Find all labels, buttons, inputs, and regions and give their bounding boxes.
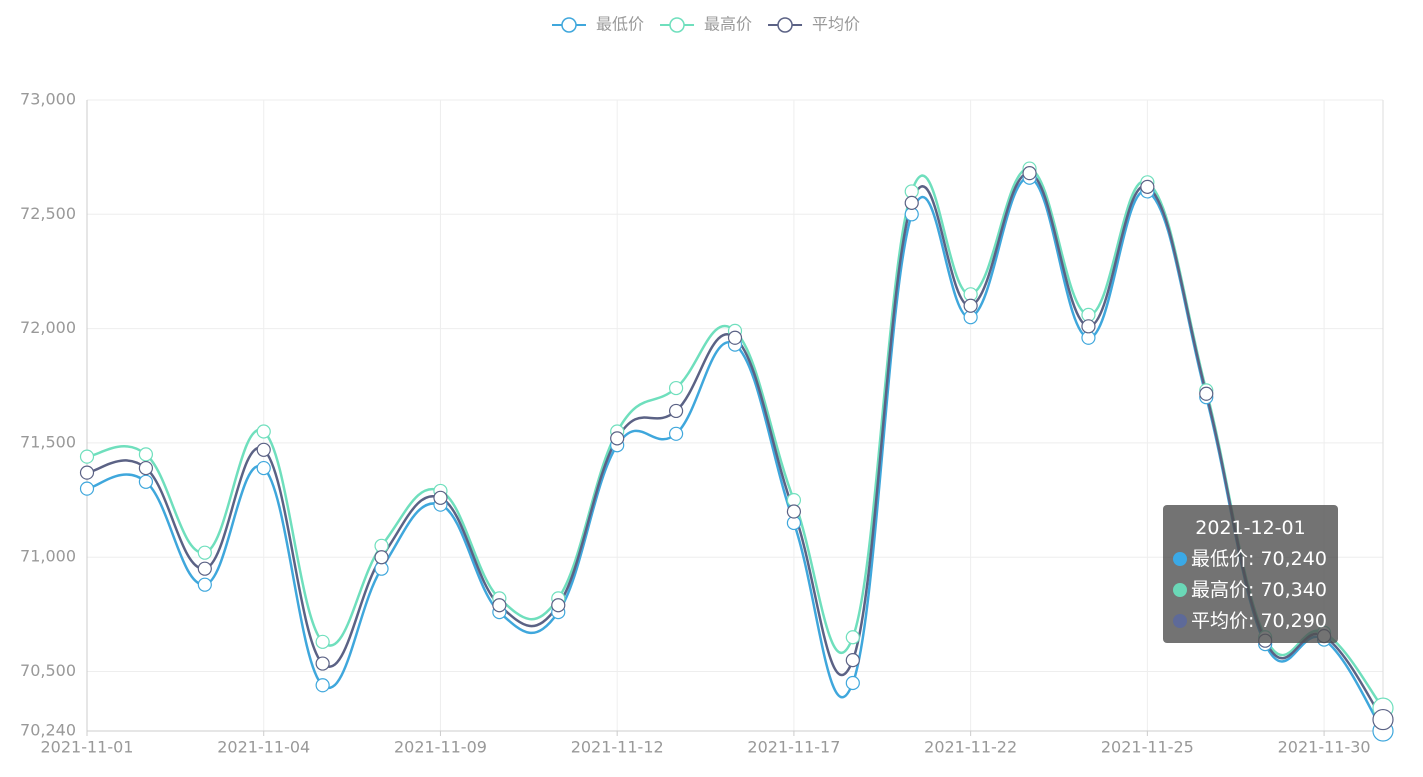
data-point <box>315 656 330 671</box>
data-point <box>845 630 860 645</box>
data-point <box>668 426 684 441</box>
x-tick-label: 2021-11-30 <box>1278 738 1371 757</box>
tooltip-dot <box>1173 614 1187 628</box>
x-tick-label: 2021-11-09 <box>394 738 487 757</box>
y-tick-label: 72,000 <box>20 318 76 337</box>
data-point <box>197 545 212 560</box>
data-point <box>138 460 154 476</box>
data-point <box>197 561 212 576</box>
y-tick-label: 72,500 <box>20 204 76 223</box>
data-point <box>433 490 448 505</box>
x-tick-label: 2021-11-22 <box>924 738 1017 757</box>
data-point <box>1140 179 1155 194</box>
data-point <box>256 460 271 476</box>
legend-marker <box>561 17 577 33</box>
tooltip-label: 平均价: 70,290 <box>1191 610 1327 632</box>
data-point <box>79 465 95 480</box>
data-point <box>138 447 154 462</box>
tooltip-dot <box>1173 583 1187 597</box>
data-point <box>315 634 330 649</box>
data-point <box>610 431 625 446</box>
series-line <box>86 176 1385 732</box>
data-point <box>315 678 330 693</box>
data-point <box>786 504 802 519</box>
data-point <box>256 442 271 457</box>
data-point <box>374 550 389 565</box>
data-point <box>904 195 919 210</box>
data-point <box>845 675 860 691</box>
data-point <box>727 330 743 345</box>
data-point <box>1199 386 1214 401</box>
y-tick-label: 71,500 <box>20 432 76 451</box>
tooltip-row: 平均价: 70,290 <box>1173 606 1328 637</box>
tooltip-label: 最低价: 70,240 <box>1191 548 1327 570</box>
tooltip-row: 最低价: 70,240 <box>1173 544 1328 575</box>
y-tick-label: 71,000 <box>20 547 76 566</box>
legend-marker <box>777 17 793 33</box>
legend-marker <box>669 17 685 33</box>
data-point <box>79 449 95 464</box>
data-point <box>551 598 566 613</box>
tooltip-title: 2021-12-01 <box>1195 517 1306 539</box>
data-point <box>256 424 271 439</box>
x-tick-label: 2021-11-01 <box>41 738 134 757</box>
data-point <box>197 577 212 592</box>
legend-label: 最低价 <box>596 15 644 34</box>
data-point <box>138 474 154 489</box>
tooltip: 2021-12-01 最低价: 70,240 最高价: 70,340 平均价: 70,… <box>1163 505 1338 643</box>
x-tick-label: 2021-11-25 <box>1101 738 1194 757</box>
legend-label: 最高价 <box>704 15 752 34</box>
legend: 最低价 最高价 平均价 <box>552 15 860 34</box>
data-point <box>1081 319 1096 334</box>
x-tick-label: 2021-11-17 <box>747 738 840 757</box>
data-point <box>668 403 684 419</box>
y-tick-label: 73,000 <box>20 90 76 109</box>
tooltip-row: 最高价: 70,340 <box>1173 575 1328 606</box>
data-point <box>1372 708 1394 731</box>
data-point <box>492 598 507 613</box>
y-tick-label: 70,240 <box>20 721 76 740</box>
data-point <box>963 298 978 313</box>
y-tick-label: 70,500 <box>20 661 76 680</box>
tooltip-label: 最高价: 70,340 <box>1191 579 1327 601</box>
tooltip-dot <box>1173 552 1187 566</box>
data-point <box>845 653 860 668</box>
data-point <box>79 481 95 496</box>
data-point <box>1022 166 1037 181</box>
legend-label: 平均价 <box>812 15 860 34</box>
data-point <box>668 380 684 396</box>
x-tick-label: 2021-11-04 <box>217 738 310 757</box>
x-tick-label: 2021-11-12 <box>571 738 664 757</box>
